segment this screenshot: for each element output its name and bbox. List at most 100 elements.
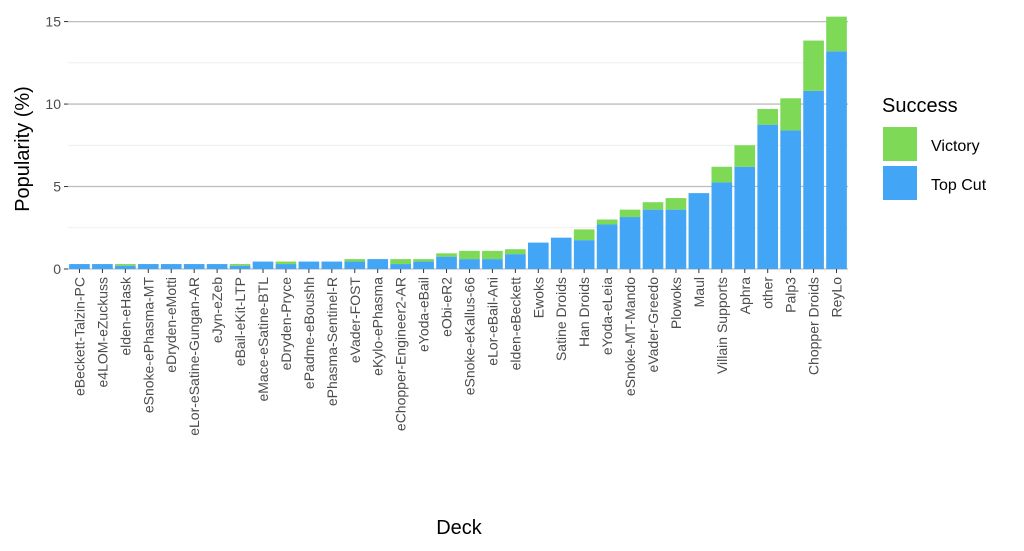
bar-victory — [344, 259, 366, 262]
legend-swatch-victory — [883, 127, 917, 161]
bar-top-cut — [505, 254, 526, 269]
bars — [69, 16, 847, 270]
x-tick-label: ePadme-eBoushh — [301, 277, 317, 389]
x-tick-label: other — [760, 277, 776, 309]
x-tick-label: eObi-eR2 — [439, 277, 455, 337]
x-tick-label: eSnoke-ePhasma-MT — [140, 277, 156, 414]
x-tick-label: Satine Droids — [553, 277, 569, 361]
bar-top-cut — [596, 224, 618, 269]
x-tick-label: Han Droids — [576, 277, 592, 347]
bar-victory — [665, 198, 687, 210]
bar-top-cut — [757, 124, 779, 269]
legend-title: Success — [882, 95, 958, 117]
bar-top-cut — [780, 130, 801, 269]
bar-victory — [505, 249, 526, 255]
x-tick-label: eLor-eBail-Ani — [484, 277, 500, 366]
x-axis-title: Deck — [436, 517, 483, 539]
bar-top-cut — [711, 182, 733, 269]
x-tick-label: eChopper-Engineer2-AR — [393, 277, 409, 431]
bar-top-cut — [367, 259, 389, 269]
bar-top-cut — [803, 90, 824, 269]
bar-victory — [642, 202, 664, 210]
bar-victory — [826, 16, 847, 52]
bar-top-cut — [344, 261, 366, 269]
bar-victory — [482, 250, 503, 260]
y-tick-label: 10 — [45, 96, 61, 112]
x-tick-label: Villain Supports — [714, 277, 730, 374]
y-axis-ticks: 0 5 10 15 — [45, 14, 68, 277]
bar-top-cut — [206, 264, 228, 269]
bar-top-cut — [665, 209, 687, 269]
x-tick-label: eBail-eKit-LTP — [232, 277, 248, 366]
bar-victory — [803, 40, 824, 91]
bar-top-cut — [527, 242, 549, 269]
legend-label-topcut: Top Cut — [931, 177, 987, 194]
bar-top-cut — [642, 209, 664, 269]
x-tick-label: eJyn-eZeb — [209, 277, 225, 343]
x-axis-ticks: eBeckett-Talzin-PC e4LOM-eZuckuss elden-eH… — [71, 269, 845, 436]
bar-victory — [459, 250, 480, 260]
bar-top-cut — [321, 261, 343, 269]
x-tick-label: Maul — [691, 277, 707, 307]
x-tick-label: eMace-eSatine-BTL — [255, 277, 271, 402]
x-tick-label: Plowoks — [668, 277, 684, 329]
bar-top-cut — [229, 265, 251, 269]
bar-victory — [275, 261, 297, 265]
bar-top-cut — [459, 259, 480, 269]
bar-top-cut — [413, 261, 434, 269]
legend-swatch-topcut — [883, 166, 917, 200]
legend: Success Victory Top Cut — [882, 95, 987, 200]
legend-label-victory: Victory — [931, 138, 980, 155]
x-tick-label: eVader-Greedo — [645, 277, 661, 373]
bar-victory — [390, 259, 411, 265]
y-tick-label: 5 — [53, 179, 61, 195]
x-tick-label: eYoda-eLeia — [599, 277, 615, 355]
x-tick-label: Palp3 — [783, 277, 799, 313]
x-tick-label: ePhasma-Sentinel-R — [324, 277, 340, 406]
x-tick-label: eBeckett-Talzin-PC — [71, 277, 87, 396]
bar-top-cut — [573, 240, 595, 269]
x-tick-label: eDryden-Pryce — [278, 277, 294, 371]
x-tick-label: Chopper Droids — [806, 277, 822, 375]
bar-victory — [734, 145, 756, 167]
bar-victory — [229, 264, 251, 266]
x-tick-label: Ewoks — [530, 277, 546, 318]
bar-top-cut — [69, 264, 90, 269]
bar-victory — [757, 109, 779, 125]
bar-top-cut — [92, 264, 113, 269]
bar-victory — [413, 259, 434, 262]
bar-top-cut — [826, 51, 847, 270]
bar-top-cut — [688, 193, 710, 269]
bar-top-cut — [275, 264, 297, 269]
x-tick-label: eLor-eSatine-Gungan-AR — [186, 277, 202, 436]
bar-top-cut — [436, 256, 457, 269]
bar-victory — [115, 264, 136, 266]
bar-victory — [619, 209, 641, 218]
bar-top-cut — [482, 259, 503, 269]
x-tick-label: eDryden-eMotti — [163, 277, 179, 373]
bar-top-cut — [619, 217, 641, 269]
bar-top-cut — [390, 264, 411, 269]
y-axis-title: Popularity (%) — [12, 86, 34, 212]
bar-top-cut — [550, 237, 572, 269]
x-tick-label: elden-eBeckett — [507, 277, 523, 371]
bar-top-cut — [252, 261, 274, 269]
x-tick-label: eKylo-ePhasma — [370, 277, 386, 376]
x-tick-label: elden-eHask — [117, 276, 133, 356]
bar-victory — [596, 219, 618, 225]
bar-victory — [780, 98, 801, 131]
x-tick-label: ReyLo — [829, 277, 845, 318]
bar-victory — [436, 253, 457, 257]
bar-top-cut — [160, 264, 182, 269]
bar-top-cut — [183, 264, 205, 269]
x-tick-label: e4LOM-eZuckuss — [94, 277, 110, 387]
x-tick-label: eVader-FOST — [347, 277, 363, 364]
bar-victory — [573, 229, 595, 241]
y-tick-label: 15 — [45, 14, 61, 30]
bar-top-cut — [137, 264, 159, 269]
bar-top-cut — [298, 261, 320, 269]
bar-top-cut — [115, 265, 136, 269]
bar-top-cut — [734, 166, 756, 269]
x-tick-label: eSnoke-MT-Mando — [622, 277, 638, 396]
